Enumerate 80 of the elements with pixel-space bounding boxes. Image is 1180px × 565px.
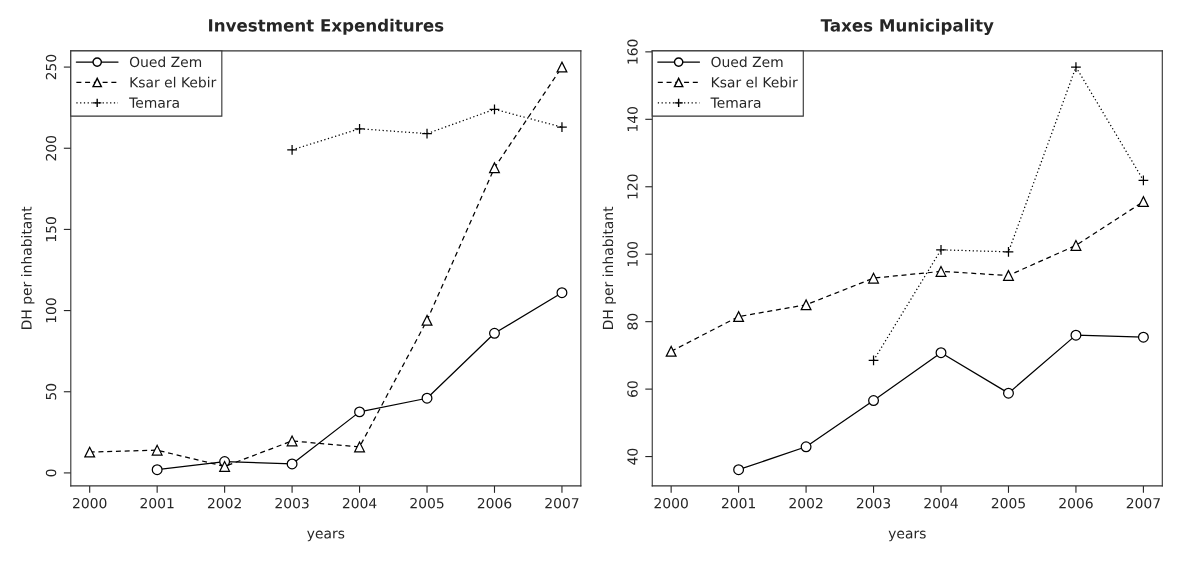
y-tick-label: 100: [45, 298, 57, 323]
point: [868, 354, 880, 366]
point: [1070, 239, 1082, 251]
point: [1002, 269, 1014, 281]
x-tick-label: 2000: [73, 497, 107, 509]
point: [421, 128, 433, 140]
x-tick-label: 2001: [140, 497, 174, 509]
point: [665, 345, 677, 357]
point: [1070, 61, 1082, 73]
legend-label: Oued Zem: [129, 56, 202, 68]
point: [151, 444, 163, 456]
y-tick-label: 250: [45, 54, 57, 80]
point: [489, 327, 500, 339]
point: [868, 395, 880, 407]
x-axis-title: years: [888, 530, 926, 542]
y-tick-label: 140: [627, 106, 638, 132]
y-tick-label: 100: [627, 241, 638, 266]
y-tick-label: 60: [627, 381, 638, 397]
x-tick-label: 2003: [275, 497, 309, 509]
point: [556, 121, 568, 133]
y-tick-label: 50: [45, 383, 57, 400]
legend-label: Ksar el Kebir: [711, 76, 798, 88]
x-tick-label: 2003: [856, 497, 891, 509]
point: [219, 460, 231, 472]
x-tick-label: 2006: [1059, 497, 1093, 509]
point: [556, 287, 568, 299]
point: [935, 265, 947, 277]
x-tick-label: 2000: [654, 497, 688, 509]
x-tick-label: 2007: [1126, 497, 1160, 509]
point: [354, 441, 366, 453]
point: [354, 123, 366, 135]
y-tick-label: 160: [627, 39, 638, 64]
point: [1070, 329, 1082, 341]
x-tick-label: 2005: [991, 497, 1025, 509]
x-tick-label: 2004: [342, 497, 377, 509]
x-tick-label: 2001: [721, 497, 755, 509]
point: [421, 392, 433, 404]
legend-label: Ksar el Kebir: [130, 76, 217, 88]
x-tick-label: 2002: [789, 497, 823, 509]
point: [800, 441, 812, 453]
point: [1002, 246, 1014, 258]
point: [1137, 331, 1149, 343]
point: [286, 144, 298, 156]
point: [489, 162, 500, 174]
point: [286, 458, 298, 470]
point: [556, 61, 568, 73]
point: [1137, 174, 1149, 186]
point: [800, 299, 812, 311]
legend-label: Oued Zem: [711, 56, 783, 68]
y-tick-label: 80: [627, 313, 638, 330]
x-axis-title: years: [307, 530, 345, 542]
x-tick-label: 2002: [207, 497, 241, 509]
point: [421, 314, 433, 326]
point: [733, 464, 745, 476]
point: [935, 347, 947, 359]
point: [84, 446, 96, 458]
x-tick-label: 2006: [477, 497, 512, 509]
point: [868, 272, 880, 284]
point: [489, 103, 500, 115]
legend-label: Temara: [710, 97, 761, 108]
y-tick-label: 40: [627, 448, 638, 465]
y-tick-label: 0: [45, 469, 57, 477]
chart-title: Investment Expenditures: [209, 18, 444, 35]
y-tick-label: 200: [45, 135, 57, 161]
x-tick-label: 2005: [410, 497, 444, 509]
x-tick-label: 2004: [924, 497, 958, 509]
point: [354, 406, 366, 418]
chart-title: Taxes Municipality: [820, 18, 994, 35]
y-axis-title: DH per inhabitant: [21, 206, 35, 329]
y-tick-label: 150: [45, 217, 57, 242]
point: [1137, 196, 1149, 208]
point: [1002, 387, 1014, 399]
point: [286, 435, 298, 447]
y-axis-title: DH per inhabitant: [602, 206, 616, 329]
point: [733, 311, 745, 323]
point: [151, 464, 163, 476]
point: [935, 244, 947, 256]
legend-label: Temara: [129, 97, 179, 108]
x-tick-label: 2007: [545, 497, 579, 509]
y-tick-label: 120: [627, 174, 638, 199]
